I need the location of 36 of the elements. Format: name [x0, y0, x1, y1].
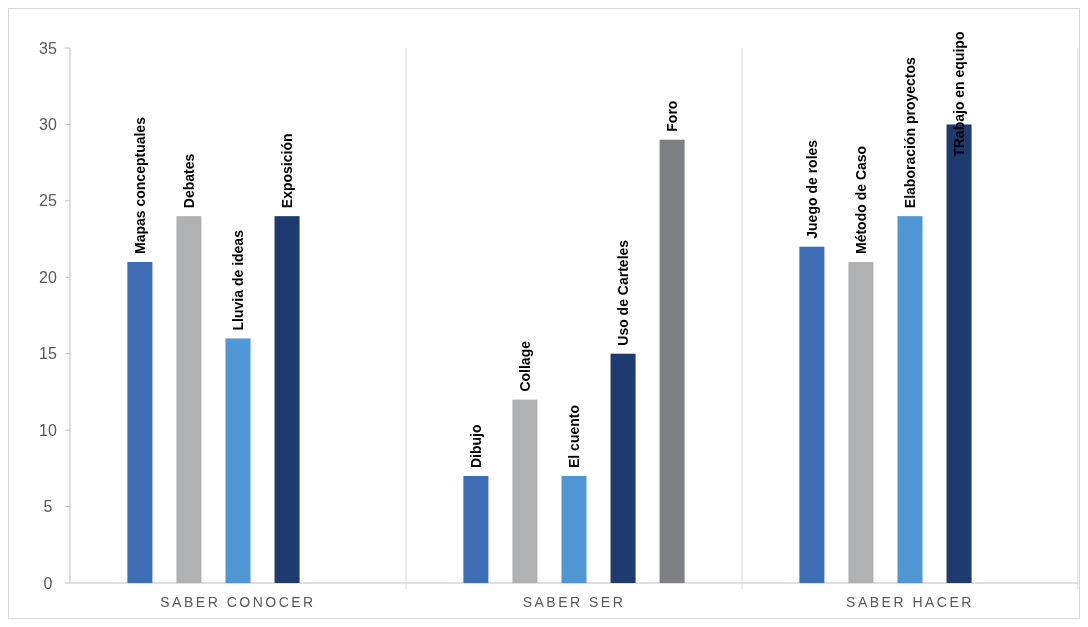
annotation: Uso de Carteles	[615, 239, 632, 346]
bar	[897, 216, 923, 583]
y-tick-label: 5	[43, 498, 53, 516]
annotation: Collage	[516, 340, 533, 392]
bar	[561, 476, 587, 583]
annotation: Método de Caso	[852, 145, 869, 254]
y-tick-label: 20	[39, 268, 57, 286]
annotation: Juego de roles	[803, 139, 820, 239]
bar	[610, 353, 636, 583]
y-tick-label: 0	[43, 574, 53, 592]
x-tick-label: SABER CONOCER	[160, 594, 316, 610]
bar	[659, 139, 685, 583]
y-tick-label: 10	[39, 421, 57, 439]
bar	[127, 262, 153, 583]
y-tick-label: 25	[39, 192, 57, 210]
bar	[274, 216, 300, 583]
annotation: Mapas conceptuales	[131, 116, 148, 254]
annotation: Exposición	[279, 133, 296, 209]
annotation: TRabajo en equipo	[951, 31, 968, 157]
bar	[848, 262, 874, 583]
y-tick-label: 15	[39, 345, 57, 363]
annotation: Dibujo	[467, 424, 484, 468]
bar	[463, 476, 489, 583]
annotation: Debates	[180, 153, 197, 209]
y-tick-label: 35	[39, 39, 57, 57]
bar	[799, 246, 825, 583]
bar	[225, 338, 251, 583]
y-tick-label: 30	[39, 116, 57, 134]
annotation: El cuento	[566, 404, 582, 468]
annotation: Lluvia de ideas	[230, 229, 246, 331]
annotation: Elaboración proyectos	[902, 57, 918, 209]
x-tick-label: SABER HACER	[846, 594, 974, 610]
bar	[176, 216, 202, 583]
annotation: Foro	[664, 100, 681, 132]
x-tick-label: SABER SER	[522, 594, 626, 610]
bar	[512, 399, 538, 583]
